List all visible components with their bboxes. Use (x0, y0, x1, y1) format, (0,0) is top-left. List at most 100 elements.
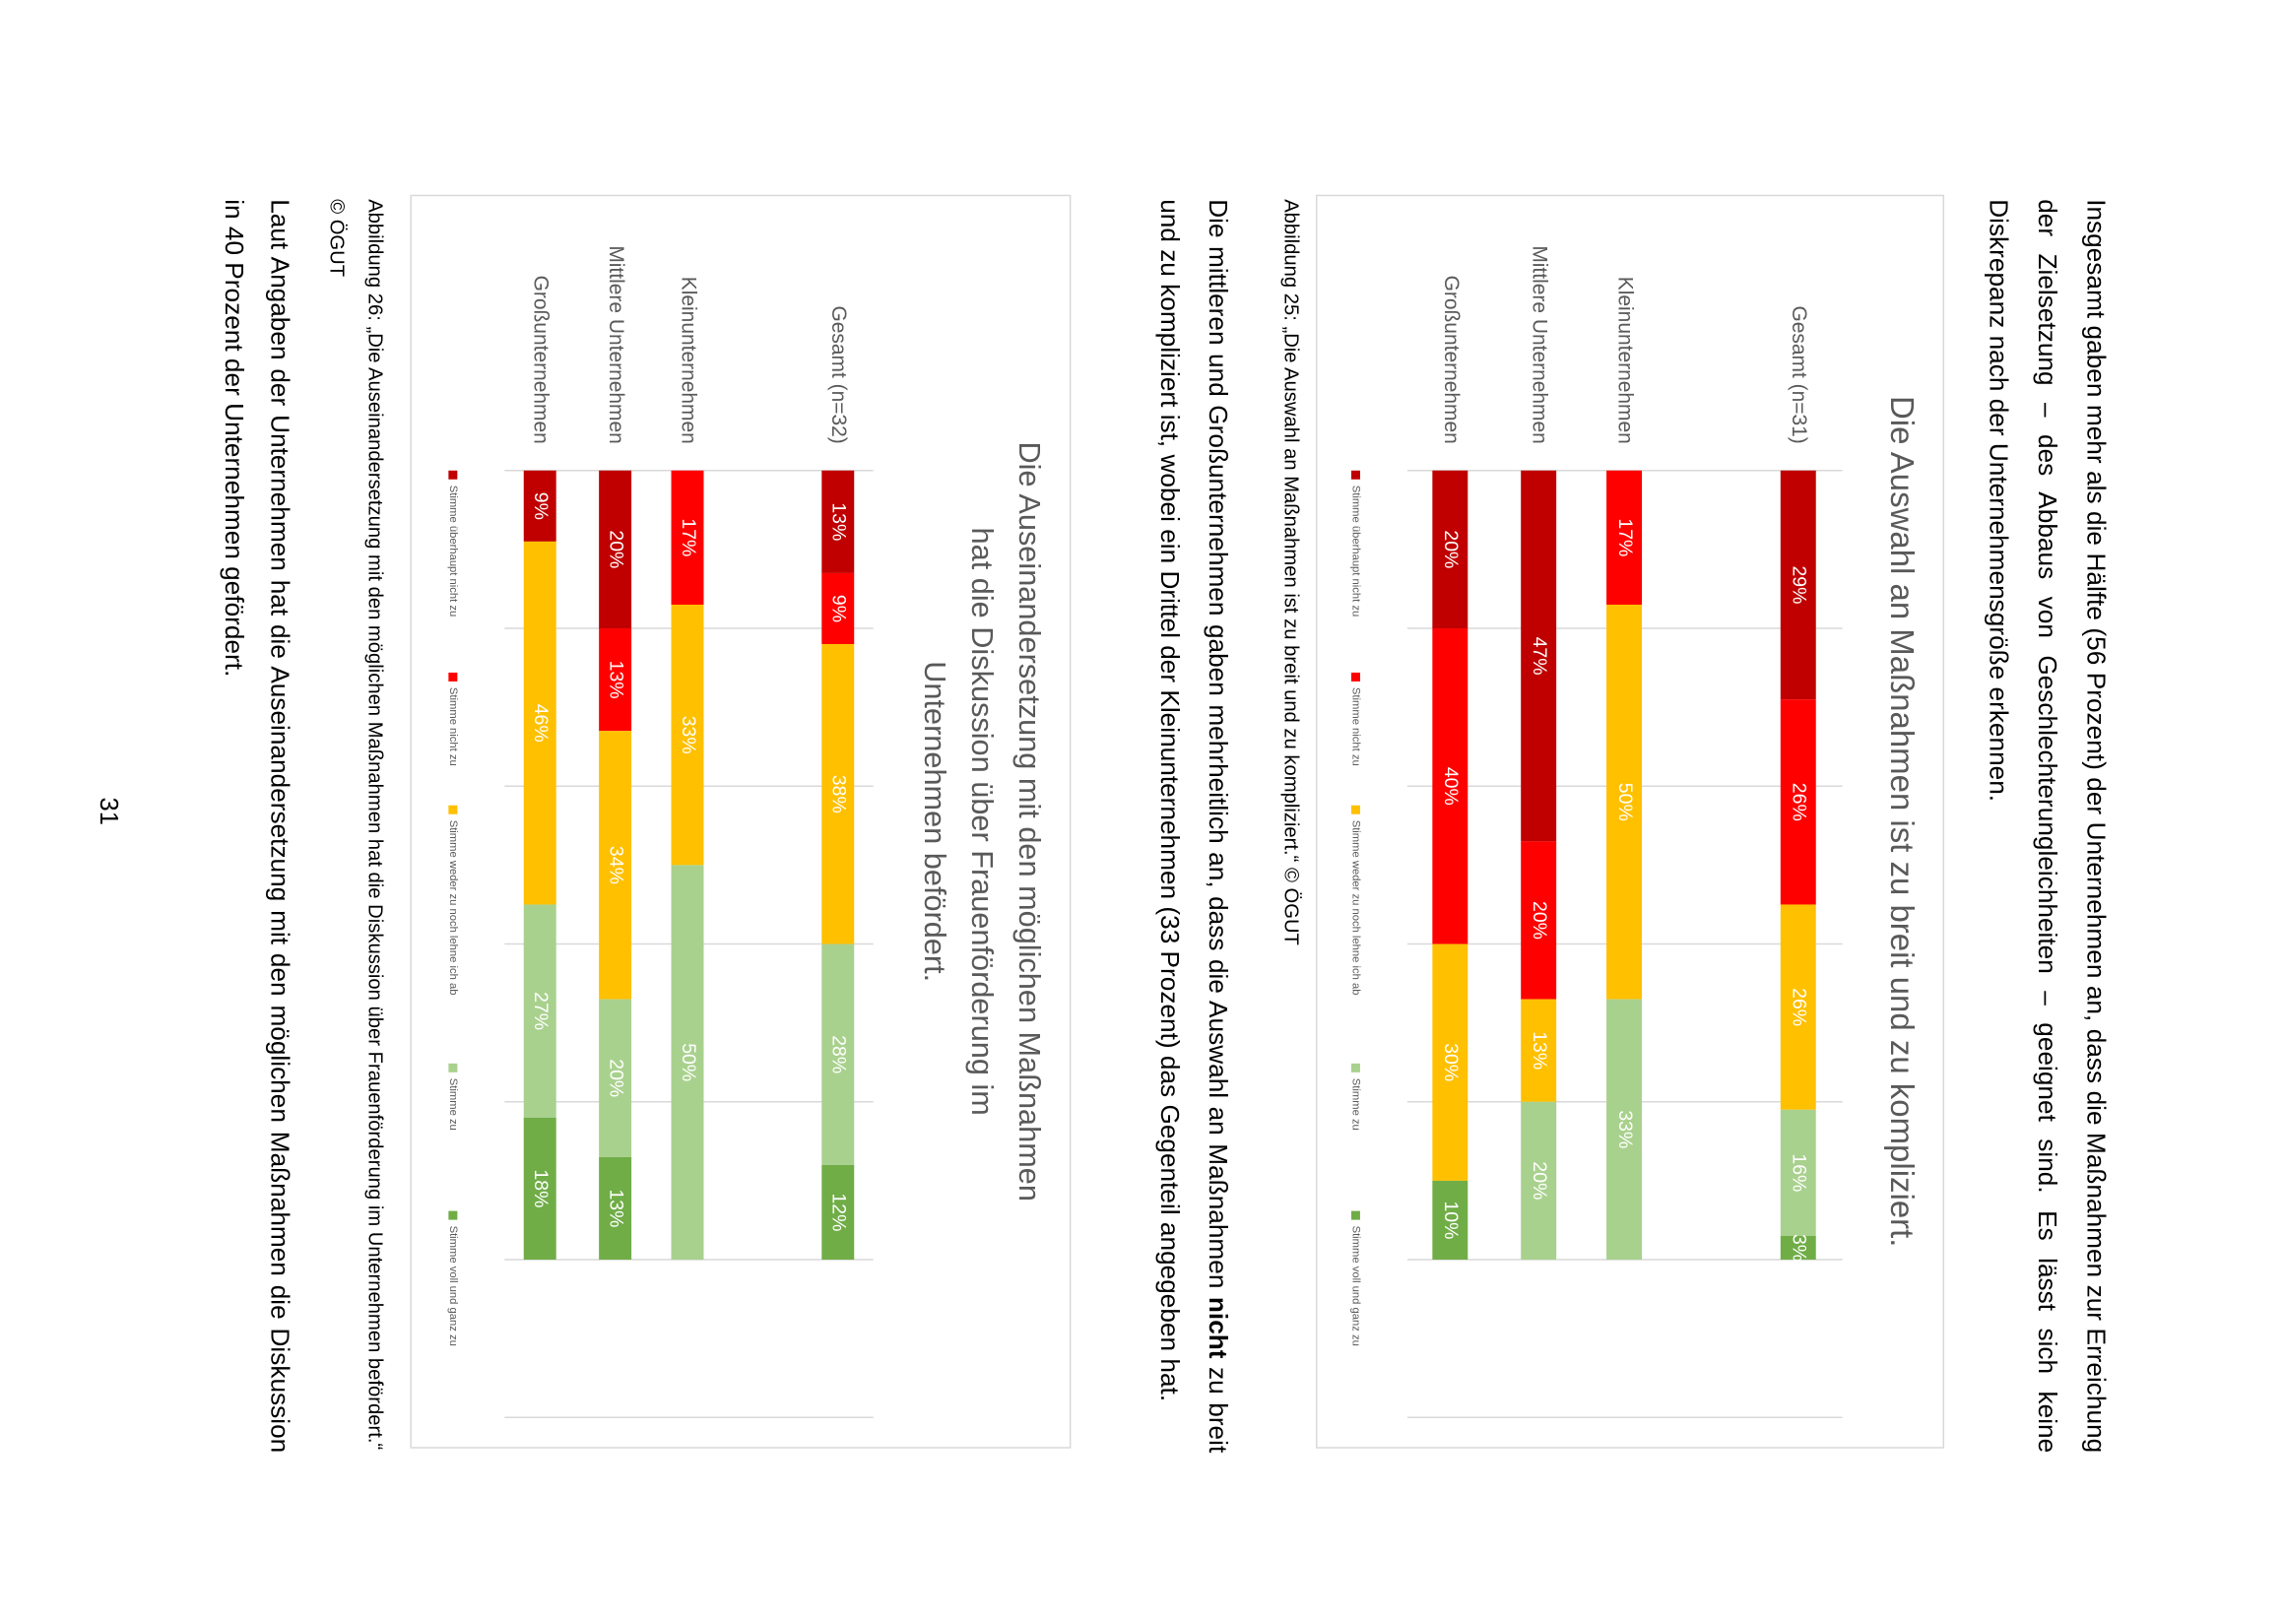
bar-segment (599, 1156, 632, 1261)
data-label: 33% (1614, 1110, 1636, 1148)
category-label: Großunternehmen (530, 276, 553, 444)
text: Die mittleren und Großunternehmen gaben … (1204, 199, 1234, 1297)
bar-segment (821, 943, 855, 1165)
paragraph: Die mittleren und Großunternehmen gaben … (1144, 199, 1242, 1453)
data-label: 33% (678, 716, 699, 754)
legend-label: Stimme nicht zu (447, 687, 459, 766)
bar-segment (821, 644, 855, 944)
bar-segment (821, 470, 855, 573)
bar-segment (1780, 1235, 1816, 1261)
data-label: 50% (1614, 783, 1636, 821)
legend-swatch (448, 1063, 458, 1072)
bar-segment (1780, 699, 1816, 905)
data-label: 13% (1529, 1031, 1550, 1070)
bar-segment (671, 604, 704, 866)
legend-label: Stimme voll und ganz zu (1349, 1226, 1361, 1346)
data-label: 10% (1440, 1201, 1462, 1239)
bar-segment (523, 470, 556, 542)
legend-label: Stimme nicht zu (1349, 687, 1361, 766)
data-label: 16% (1789, 1153, 1810, 1192)
paragraph: Insgesamt gaben mehr als die Hälfte (56 … (1984, 199, 2112, 1454)
chart-frame: Die Auseinandersetzung mit den möglichen… (410, 194, 1072, 1449)
data-label: 29% (1789, 565, 1810, 604)
bar-segment (1432, 470, 1469, 629)
chart: Gesamt (n=32) 13% 9% 38% 28% 12% Kleinunterneh… (447, 245, 874, 1419)
bar-segment (599, 999, 632, 1157)
data-label: 9% (530, 492, 552, 520)
bar-segment (1521, 470, 1557, 842)
category-label: Mittlere Unternehmen (1529, 245, 1551, 443)
data-label: 20% (605, 1059, 626, 1097)
bold-text: nicht (1204, 1296, 1234, 1359)
bar-segment (1521, 841, 1557, 1000)
legend-label: Stimme überhaupt nicht zu (1349, 486, 1361, 617)
data-label: 20% (1440, 530, 1462, 568)
category-label: Gesamt (n=32) (827, 305, 850, 443)
page-number: 31 (94, 797, 123, 825)
data-label: 12% (828, 1193, 850, 1231)
data-label: 34% (605, 846, 626, 884)
data-label: 17% (1614, 518, 1636, 556)
legend-label: Stimme weder zu noch lehne ich ab (447, 820, 459, 996)
bar-segment (1432, 943, 1469, 1181)
data-label: 20% (605, 530, 626, 568)
legend-swatch (1350, 672, 1360, 682)
data-label: 46% (530, 704, 552, 743)
data-label: 13% (605, 1189, 626, 1227)
data-label: 26% (1789, 988, 1810, 1026)
data-label: 28% (828, 1035, 850, 1073)
category-label: Gesamt (n=31) (1788, 305, 1810, 443)
legend-label: Stimme zu (447, 1078, 459, 1131)
bar-segment (523, 904, 556, 1118)
data-label: 27% (530, 992, 552, 1030)
legend-swatch (1350, 805, 1360, 814)
legend-swatch (448, 672, 458, 682)
legend-swatch (448, 1210, 458, 1220)
bar-segment (1432, 628, 1469, 944)
bar-segment (1780, 1109, 1816, 1236)
paragraph: Laut Angaben der Unternehmen hat die Aus… (220, 199, 295, 1454)
data-label: 20% (1529, 1161, 1550, 1200)
bar-segment (523, 541, 556, 905)
bar-segment (1606, 999, 1643, 1261)
chart-frame: Die Auswahl an Maßnahmen ist zu breit un… (1316, 194, 1945, 1449)
data-label: 9% (828, 595, 850, 622)
data-label: 13% (828, 502, 850, 541)
data-label: 26% (1789, 783, 1810, 821)
data-label: 3% (1789, 1234, 1810, 1262)
legend-swatch (448, 470, 458, 480)
bar-segment (1521, 1101, 1557, 1261)
data-label: 17% (678, 518, 699, 556)
bar-segment (821, 572, 855, 645)
bar-segment (599, 470, 632, 629)
category-label: Mittlere Unternehmen (605, 245, 627, 443)
bar-segment (1780, 470, 1816, 700)
caption: Abbildung 26: „Die Auseinandersetzung mi… (326, 199, 387, 1451)
data-label: 30% (1440, 1043, 1462, 1081)
data-label: 13% (605, 661, 626, 699)
data-label: 40% (1440, 767, 1462, 806)
bar-segment (1521, 999, 1557, 1102)
data-label: 20% (1529, 901, 1550, 940)
category-label: Großunternehmen (1440, 276, 1463, 444)
bar-segment (1606, 604, 1643, 1000)
bar-segment (671, 470, 704, 605)
legend-label: Stimme voll und ganz zu (447, 1226, 459, 1346)
data-label: 38% (828, 775, 850, 813)
category-label: Kleinunternehmen (1613, 277, 1636, 444)
data-label: 47% (1529, 637, 1550, 676)
data-label: 18% (530, 1169, 552, 1207)
legend-swatch (1350, 1210, 1360, 1220)
data-label: 50% (678, 1043, 699, 1081)
legend-label: Stimme überhaupt nicht zu (447, 486, 459, 617)
bar-segment (1432, 1180, 1469, 1261)
chart: Gesamt (n=31) 29% 26% 26% 16% 3% Kleinunterneh… (1349, 245, 1843, 1419)
bar-segment (821, 1164, 855, 1261)
bar-segment (599, 731, 632, 1000)
caption: Abbildung 25: „Die Auswahl an Maßnahmen … (1280, 199, 1303, 945)
legend-label: Stimme weder zu noch lehne ich ab (1349, 820, 1361, 996)
legend-swatch (1350, 470, 1360, 480)
category-label: Kleinunternehmen (677, 277, 699, 444)
